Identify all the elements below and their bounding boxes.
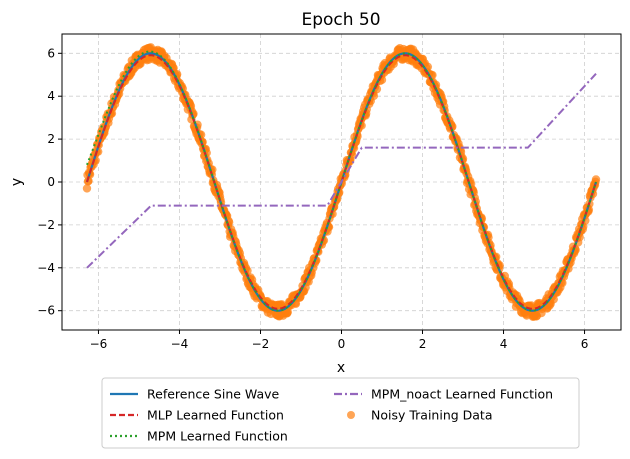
line-series-group bbox=[85, 50, 598, 312]
chart-title: Epoch 50 bbox=[301, 10, 380, 30]
y-axis-label: y bbox=[9, 178, 25, 186]
legend-entry-4-label: Noisy Training Data bbox=[371, 408, 493, 423]
x-tick-label: 2 bbox=[419, 337, 427, 351]
x-tick-label: 0 bbox=[338, 337, 346, 351]
legend: Reference Sine Wave MLP Learned Function M… bbox=[101, 377, 580, 449]
grid bbox=[62, 34, 621, 330]
x-tick-label: 6 bbox=[581, 337, 589, 351]
training-data-point bbox=[84, 176, 93, 186]
x-axis-ticks: −6 −4 −2 0 2 4 6 bbox=[90, 330, 589, 351]
mpm-noact-learned-function-line bbox=[86, 73, 597, 269]
x-tick-label: 4 bbox=[500, 337, 508, 351]
y-tick-label: −4 bbox=[37, 261, 55, 275]
x-tick-label: −6 bbox=[90, 337, 108, 351]
x-axis-label: x bbox=[337, 360, 345, 376]
legend-entry-1-label: MLP Learned Function bbox=[147, 408, 284, 423]
y-tick-label: 2 bbox=[47, 132, 55, 146]
y-tick-label: 6 bbox=[47, 46, 55, 60]
training-data-point bbox=[591, 175, 601, 184]
x-tick-label: −2 bbox=[252, 337, 270, 351]
legend-entry-4-marker bbox=[347, 411, 355, 419]
legend-entry-2-label: MPM Learned Function bbox=[147, 429, 288, 444]
mlp-learned-function-line bbox=[86, 54, 597, 310]
plot-area bbox=[82, 43, 601, 321]
legend-entry-3-label: MPM_noact Learned Function bbox=[371, 387, 553, 402]
y-axis-ticks: −6 −4 −2 0 2 4 6 bbox=[37, 46, 62, 318]
x-tick-label: −4 bbox=[171, 337, 189, 351]
y-tick-label: 4 bbox=[47, 89, 55, 103]
y-tick-label: −2 bbox=[37, 218, 55, 232]
legend-entry-0-label: Reference Sine Wave bbox=[147, 387, 280, 402]
y-tick-label: −6 bbox=[37, 304, 55, 318]
training-data-point bbox=[82, 184, 92, 193]
legend-box bbox=[101, 377, 580, 449]
y-tick-label: 0 bbox=[47, 175, 55, 189]
